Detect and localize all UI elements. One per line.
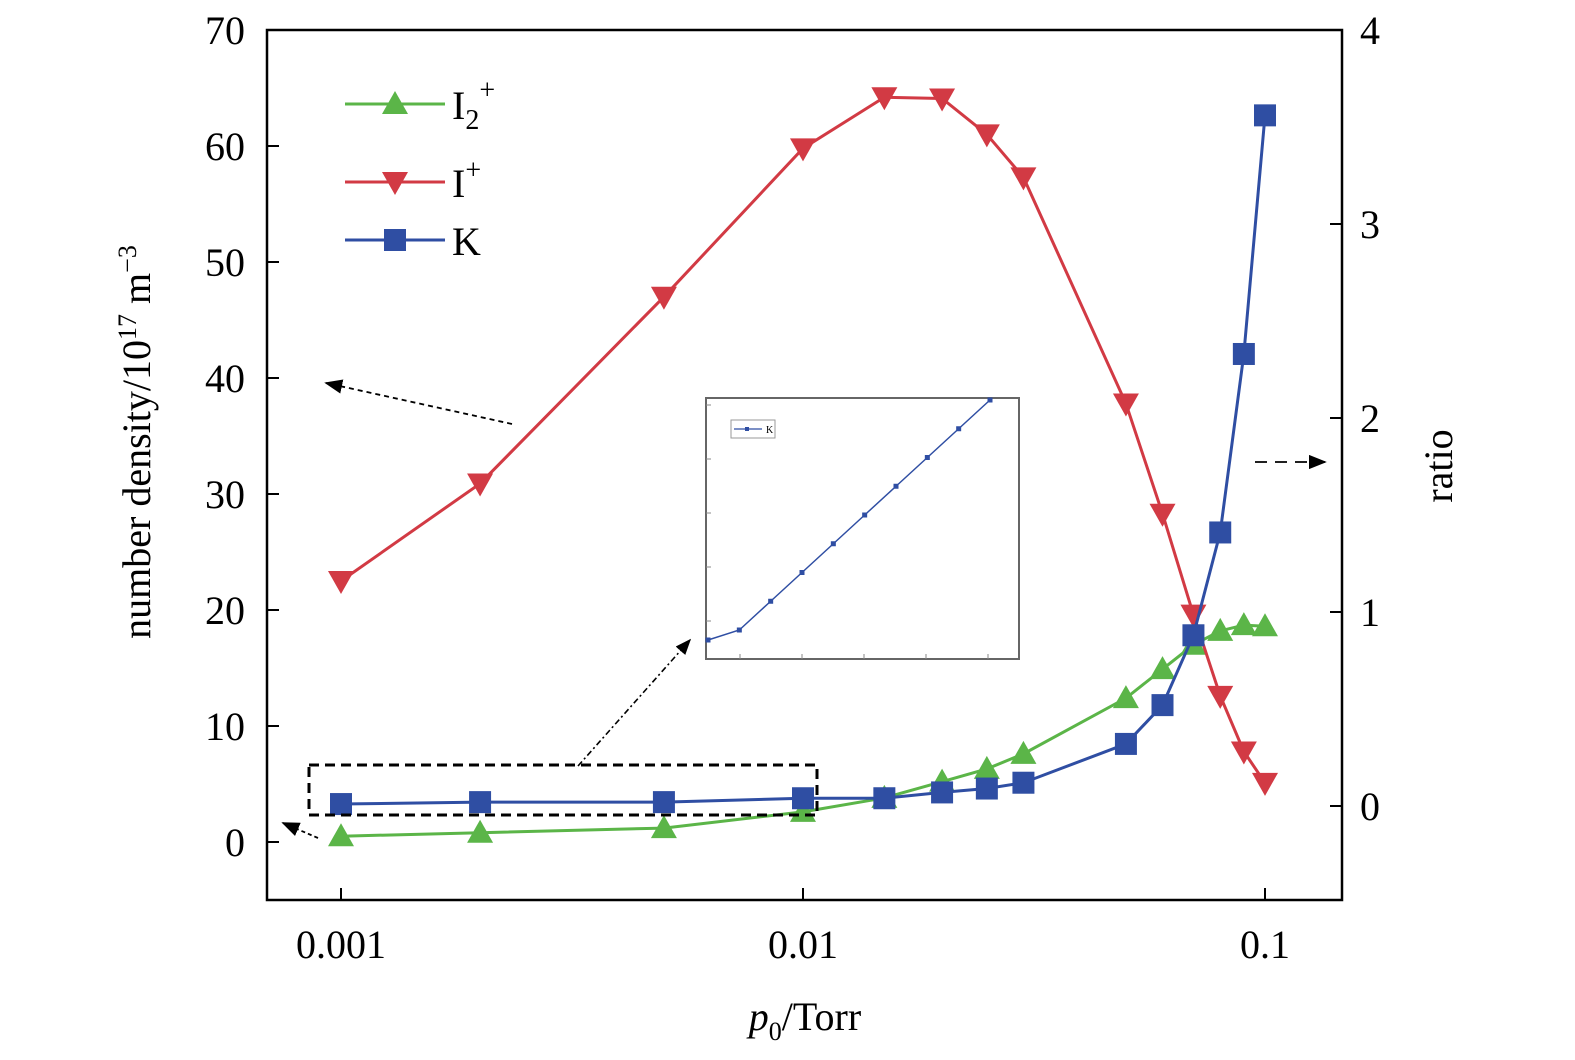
y-left-tick-label: 0 xyxy=(225,820,245,865)
zoom-box xyxy=(307,763,819,817)
data-point xyxy=(467,819,494,843)
data-point xyxy=(469,791,492,814)
data-point xyxy=(792,787,814,810)
inset-data-point xyxy=(799,570,805,575)
data-point xyxy=(467,473,494,497)
data-point xyxy=(382,91,408,114)
inset-data-point xyxy=(736,627,742,633)
data-point xyxy=(929,88,956,112)
inset-data-point xyxy=(893,483,899,489)
data-point xyxy=(975,777,998,800)
data-point xyxy=(328,571,354,594)
y-left-tick-label: 10 xyxy=(205,704,245,749)
data-point xyxy=(973,124,1000,148)
y-left-tick-label: 20 xyxy=(205,588,245,633)
data-point xyxy=(382,172,408,195)
data-point xyxy=(1207,617,1234,641)
series-line-K xyxy=(340,115,1267,806)
inset-legend-marker xyxy=(745,427,749,431)
data-point xyxy=(1149,656,1176,680)
data-point xyxy=(1232,342,1255,365)
y-left-tick-label: 50 xyxy=(205,240,245,285)
inset-data-point xyxy=(956,426,962,432)
inset-data-point xyxy=(987,397,993,403)
x-axis-label: p0/Torr xyxy=(746,994,861,1046)
y-axis-left-label: number density/1017 m−3 xyxy=(113,245,159,639)
inset-data-point xyxy=(768,598,774,604)
inset-legend-label: K xyxy=(766,425,774,436)
y-axis-right-label: ratio xyxy=(1416,429,1461,502)
data-point xyxy=(1010,740,1037,764)
arrow-to-left-zero xyxy=(281,822,319,839)
data-point xyxy=(873,787,896,810)
data-point xyxy=(1230,741,1257,765)
y-left-tick-label: 40 xyxy=(205,356,245,401)
data-point xyxy=(650,815,677,839)
legend-label: I2+ xyxy=(452,75,495,136)
data-point xyxy=(1182,624,1205,647)
x-tick-label: 0.01 xyxy=(768,922,838,967)
legend-label: I+ xyxy=(452,155,481,206)
data-point xyxy=(1230,612,1257,636)
data-point xyxy=(931,781,954,804)
y-right-tick-label: 4 xyxy=(1360,8,1380,53)
data-point xyxy=(1012,771,1035,794)
arrow-to-left-axis xyxy=(324,379,513,425)
arrow-to-inset xyxy=(577,638,692,767)
data-point xyxy=(652,791,675,814)
inset-data-point xyxy=(862,512,868,518)
y-right-tick-label: 3 xyxy=(1360,202,1380,247)
y-left-tick-label: 30 xyxy=(205,472,245,517)
data-point xyxy=(1209,521,1232,544)
plot-area: 0 10 20 30 40 50 60 70 0 1 2 3 4 0.001 0.01 0.1 I2+ I+ K K xyxy=(205,8,1380,967)
inset-series-line xyxy=(707,399,991,641)
data-point xyxy=(871,87,898,111)
data-point xyxy=(650,286,677,310)
data-point xyxy=(1010,167,1037,191)
data-point xyxy=(328,823,354,847)
y-left-tick-label: 60 xyxy=(205,124,245,169)
legend-label: K xyxy=(452,219,481,264)
data-point xyxy=(330,793,352,816)
data-point xyxy=(384,229,406,251)
inset-data-point xyxy=(924,455,930,460)
y-left-tick-label: 70 xyxy=(205,8,245,53)
x-tick-label: 0.1 xyxy=(1240,922,1290,967)
inset-data-point xyxy=(705,637,711,643)
data-point xyxy=(1114,732,1137,755)
y-right-tick-label: 2 xyxy=(1360,396,1380,441)
data-point xyxy=(1207,685,1234,709)
y-right-tick-label: 1 xyxy=(1360,590,1380,635)
data-point xyxy=(1252,613,1278,637)
data-point xyxy=(790,138,816,162)
data-point xyxy=(973,755,1000,779)
x-tick-label: 0.001 xyxy=(296,922,386,967)
data-point xyxy=(1180,604,1207,628)
data-point xyxy=(1254,104,1276,127)
data-point xyxy=(1149,503,1176,527)
inset-frame xyxy=(705,397,1020,660)
data-point xyxy=(1112,685,1139,709)
data-point xyxy=(1151,694,1174,717)
series-line-I xyxy=(340,95,1267,784)
inset-data-point xyxy=(830,541,836,547)
y-right-tick-label: 0 xyxy=(1360,784,1380,829)
inset: K xyxy=(705,397,1020,660)
data-point xyxy=(1252,772,1278,796)
plot-frame xyxy=(265,28,1344,902)
data-point xyxy=(1112,393,1139,417)
